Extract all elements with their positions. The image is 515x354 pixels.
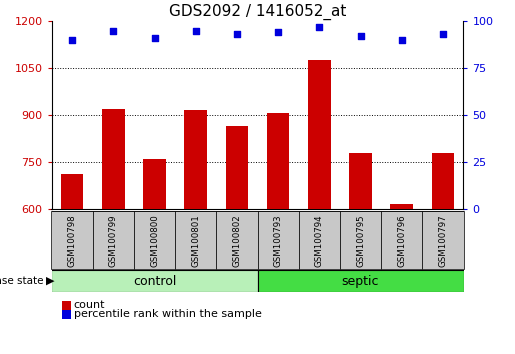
Bar [308, 60, 331, 209]
Bar [52, 270, 258, 292]
Text: GSM100801: GSM100801 [191, 215, 200, 267]
Text: GSM100793: GSM100793 [273, 215, 283, 267]
Text: ▶: ▶ [46, 276, 55, 286]
Text: GSM100796: GSM100796 [397, 215, 406, 267]
Point [315, 24, 323, 30]
Text: GSM100800: GSM100800 [150, 215, 159, 267]
Text: GSM100797: GSM100797 [438, 215, 448, 267]
Text: GSM100794: GSM100794 [315, 215, 324, 267]
Text: GSM100802: GSM100802 [232, 215, 242, 267]
Bar [258, 211, 299, 269]
Text: control: control [133, 275, 176, 287]
Title: GDS2092 / 1416052_at: GDS2092 / 1416052_at [169, 4, 346, 20]
Bar [390, 204, 413, 209]
Bar [381, 211, 422, 269]
Bar [340, 211, 381, 269]
Bar [93, 211, 134, 269]
Bar [143, 159, 166, 209]
Bar [432, 153, 454, 209]
Point [439, 32, 447, 37]
Point [150, 35, 159, 41]
Bar [422, 211, 464, 269]
Text: GSM100795: GSM100795 [356, 215, 365, 267]
Point [356, 33, 365, 39]
Bar [175, 211, 216, 269]
Text: septic: septic [342, 275, 379, 287]
Bar [267, 114, 289, 209]
Bar [134, 211, 175, 269]
Text: count: count [74, 300, 105, 310]
Bar [216, 211, 258, 269]
Point [68, 37, 76, 43]
Bar [299, 211, 340, 269]
Text: disease state: disease state [0, 276, 46, 286]
Bar [61, 175, 83, 209]
Bar [184, 110, 207, 209]
Point [192, 28, 200, 33]
Point [233, 32, 241, 37]
Point [398, 37, 406, 43]
Text: GSM100798: GSM100798 [67, 215, 77, 267]
Bar [349, 153, 372, 209]
Bar [258, 270, 464, 292]
Point [274, 30, 282, 35]
Point [109, 28, 117, 33]
Text: GSM100799: GSM100799 [109, 215, 118, 267]
Bar [52, 211, 93, 269]
Bar [102, 109, 125, 209]
Bar [226, 126, 248, 209]
Text: percentile rank within the sample: percentile rank within the sample [74, 309, 262, 319]
